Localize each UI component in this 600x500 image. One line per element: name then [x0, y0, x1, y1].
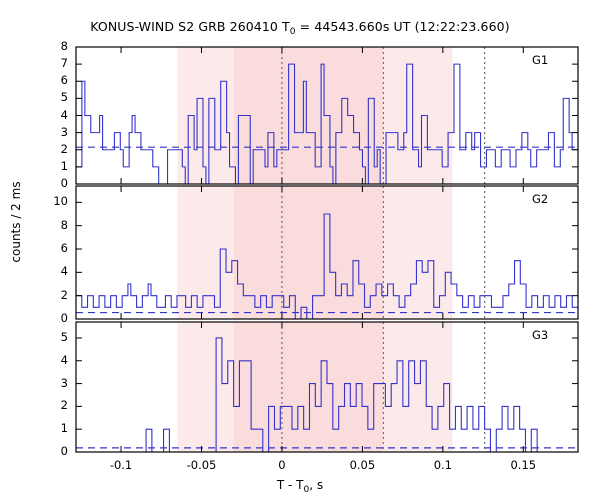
panel-frame	[75, 321, 579, 453]
y-tick-label-g2-5: 10	[53, 194, 68, 209]
x-tick-label-5: 0.15	[510, 458, 537, 472]
y-tick-label-g2-4: 8	[60, 217, 68, 232]
y-tick-label-g3-1: 1	[60, 421, 68, 436]
panel-label-g2: G2	[532, 192, 549, 206]
y-tick-label-g1-8: 8	[60, 39, 68, 53]
y-tick-label-g1-3: 3	[60, 124, 68, 139]
y-tick-label-g1-0: 0	[60, 176, 68, 190]
y-tick-label-g2-2: 4	[60, 264, 68, 279]
x-axis-label: T - T0, s	[0, 478, 600, 495]
x-tick-label-4: 0.1	[433, 458, 452, 472]
panel-frame	[75, 185, 579, 320]
y-tick-label-g2-3: 6	[60, 241, 68, 255]
chart-title-sub: 0	[289, 27, 296, 37]
x-axis-label-post: , s	[309, 478, 324, 492]
panel-label-g1: G1	[532, 53, 549, 67]
y-tick-label-g3-5: 5	[60, 329, 68, 344]
x-tick-label-3: 0.05	[349, 458, 376, 472]
shade-inner-band	[233, 186, 384, 319]
y-tick-label-g1-6: 6	[60, 73, 68, 88]
y-tick-label-g1-5: 5	[60, 90, 68, 105]
panel-label-g3: G3	[532, 328, 549, 342]
y-tick-label-g2-0: 0	[60, 311, 68, 325]
x-tick-label-2: 0	[278, 458, 286, 472]
y-tick-label-g2-1: 2	[60, 287, 68, 302]
shade-inner-band	[233, 322, 384, 452]
shade-inner-band	[233, 47, 384, 184]
y-tick-label-g1-1: 1	[60, 158, 68, 173]
y-tick-label-g3-0: 0	[60, 444, 68, 458]
x-tick-label-1: -0.05	[186, 458, 217, 472]
chart-title-pre: KONUS-WIND S2 GRB 260410 T	[90, 19, 290, 34]
x-axis-label-sub: 0	[303, 485, 310, 495]
y-tick-label-g1-2: 2	[60, 141, 68, 156]
y-tick-label-g1-7: 7	[60, 56, 68, 71]
chart-title: KONUS-WIND S2 GRB 260410 T0 = 44543.660s…	[0, 19, 600, 37]
chart-title-post: = 44543.660s UT (12:22:23.660)	[295, 19, 510, 34]
y-tick-label-g3-2: 2	[60, 398, 68, 413]
y-tick-label-g3-3: 3	[60, 375, 68, 390]
y-tick-label-g1-4: 4	[60, 107, 68, 122]
x-tick-label-0: -0.1	[109, 458, 133, 472]
x-axis-label-pre: T - T	[276, 478, 304, 492]
y-tick-label-g3-4: 4	[60, 352, 68, 367]
light-curve-g2	[76, 213, 578, 320]
